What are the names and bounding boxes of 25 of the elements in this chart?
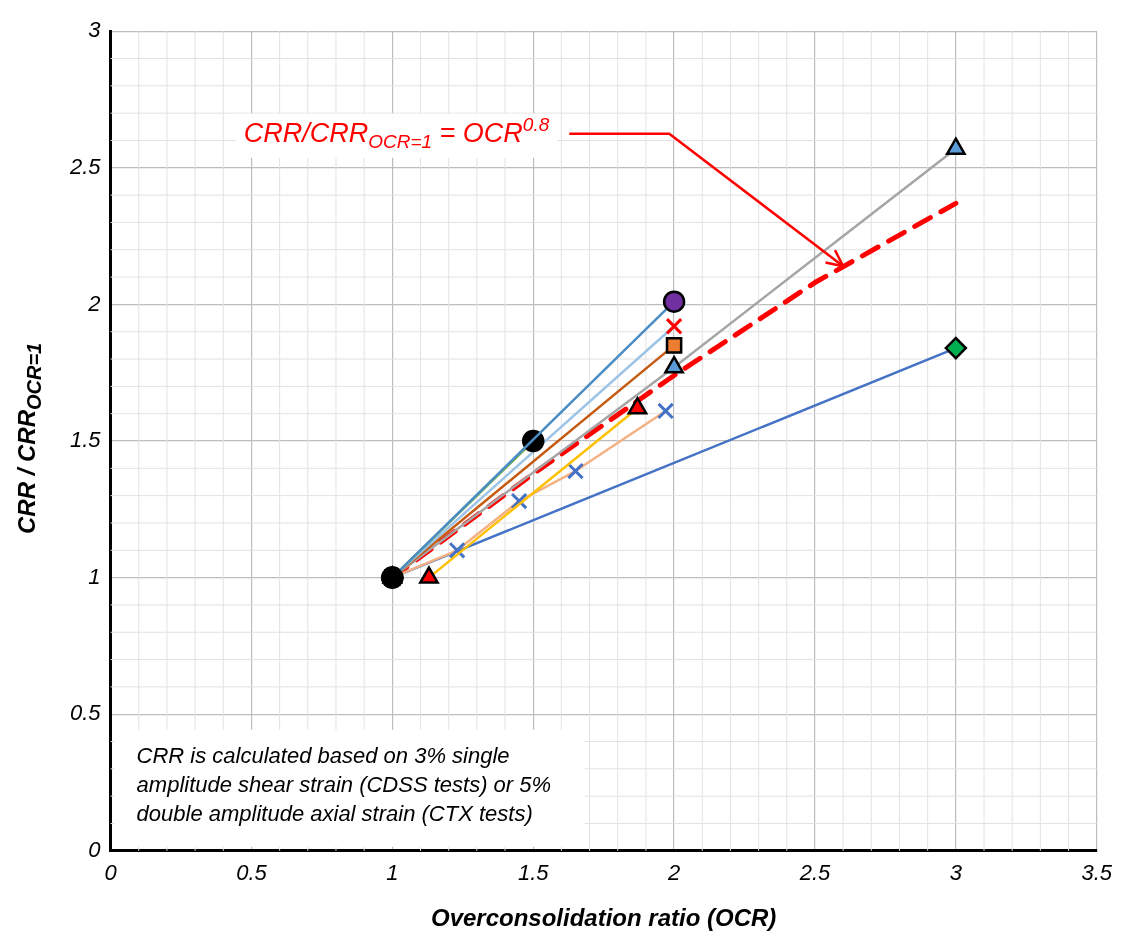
point [665,337,683,354]
x-tick-label: 1.5 [517,860,550,886]
x-tick-label: 2 [666,860,681,886]
point [566,462,585,480]
x-tick-label: 3.5 [1081,860,1113,886]
point [510,492,528,510]
y-tick-label: 2.5 [68,153,102,179]
x-tick-label: 3 [949,860,963,886]
point [448,541,466,559]
point [944,336,968,360]
y-tick-label: 1 [88,563,101,589]
y-tick-label: 0 [88,836,102,862]
y-tick-label: 2 [87,290,101,316]
x-tick-label: 0 [104,860,118,886]
y-tick-label: 3 [88,17,102,43]
x-tick-label: 2.5 [798,860,832,886]
y-tick-label: 0.5 [69,700,102,726]
x-tick-label: 0.5 [236,860,268,886]
point [657,402,675,420]
x-tick-label: 1 [386,860,399,886]
point [662,290,686,313]
annotation: CRR is calculated based on 3% single amplitude shear strain (CDSS tests) or 5% double amplitude axial strain (CTX tests) [136,742,552,826]
point [665,317,683,335]
y-tick-label: 1.5 [69,427,102,453]
x-axis-title: Overconsolidation ratio (OCR) [430,904,777,932]
